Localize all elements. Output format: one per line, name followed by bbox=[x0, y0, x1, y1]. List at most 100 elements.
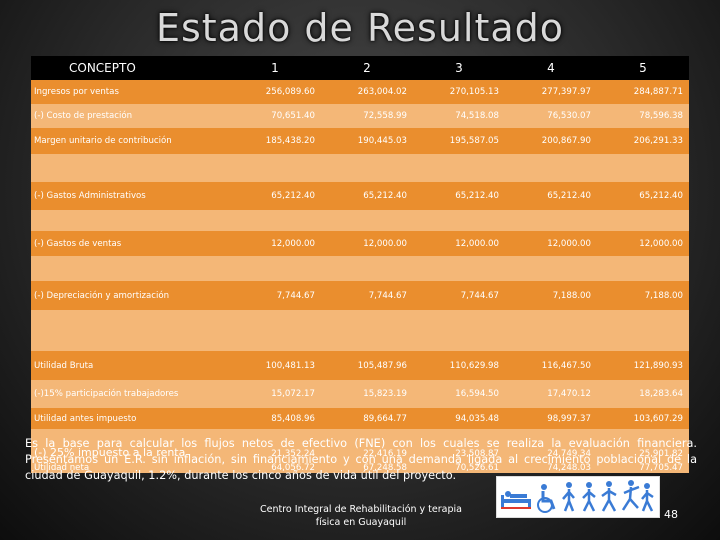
cell-year-5: 121,890.93 bbox=[597, 351, 689, 380]
cell-year-5: 65,212.40 bbox=[597, 182, 689, 210]
table-row bbox=[31, 310, 689, 351]
table-header-row: CONCEPTO 1 2 3 4 5 bbox=[31, 56, 689, 80]
cell-year-2: 67,248.58 bbox=[321, 463, 413, 473]
cell-year-1: 185,438.20 bbox=[229, 128, 321, 154]
cell-year-3: 195,587.05 bbox=[413, 128, 505, 154]
table-row: Utilidad neta 64,056.72 67,248.58 70,526.61… bbox=[31, 463, 689, 473]
explanation-text: Es la base para calcular los flujos neto… bbox=[25, 437, 697, 482]
cell-year-5 bbox=[597, 154, 689, 182]
cell-year-1: 256,089.60 bbox=[229, 80, 321, 104]
cell-year-5: 78,596.38 bbox=[597, 104, 689, 128]
cell-year-5 bbox=[597, 256, 689, 281]
table-row: Ingresos por ventas 256,089.60 263,004.02 2… bbox=[31, 80, 689, 104]
cell-year-1 bbox=[229, 210, 321, 231]
table-row: (-)15% participación trabajadores 15,072.… bbox=[31, 380, 689, 408]
table-row bbox=[31, 256, 689, 281]
cell-year-1 bbox=[229, 310, 321, 351]
cell-year-2: 89,664.77 bbox=[321, 408, 413, 429]
row-label: Margen unitario de contribución bbox=[31, 128, 229, 154]
cell-year-4: 24,749.34 bbox=[505, 429, 597, 463]
cell-year-2: 190,445.03 bbox=[321, 128, 413, 154]
table-row: (-) 25% impuesto a la renta 21,352.24 22,4… bbox=[31, 429, 689, 463]
row-label: (-) Depreciación y amortización bbox=[31, 281, 229, 310]
cell-year-4: 277,397.97 bbox=[505, 80, 597, 104]
cell-year-5: 12,000.00 bbox=[597, 231, 689, 256]
table-row: Margen unitario de contribución 185,438.2… bbox=[31, 128, 689, 154]
cell-year-1: 65,212.40 bbox=[229, 182, 321, 210]
rehabilitation-progress-figures-icon bbox=[496, 476, 660, 518]
cell-year-5: 206,291.33 bbox=[597, 128, 689, 154]
cell-year-2: 72,558.99 bbox=[321, 104, 413, 128]
cell-year-1: 70,651.40 bbox=[229, 104, 321, 128]
cell-year-5 bbox=[597, 310, 689, 351]
cell-year-4: 98,997.37 bbox=[505, 408, 597, 429]
cell-year-3 bbox=[413, 210, 505, 231]
cell-year-1: 85,408.96 bbox=[229, 408, 321, 429]
table-body: Ingresos por ventas 256,089.60 263,004.02 2… bbox=[31, 80, 689, 473]
cell-year-3 bbox=[413, 310, 505, 351]
cell-year-4 bbox=[505, 154, 597, 182]
cell-year-4: 200,867.90 bbox=[505, 128, 597, 154]
cell-year-3: 16,594.50 bbox=[413, 380, 505, 408]
row-label: Utilidad neta bbox=[31, 463, 229, 473]
cell-year-4 bbox=[505, 310, 597, 351]
table-row bbox=[31, 210, 689, 231]
cell-year-1 bbox=[229, 256, 321, 281]
cell-year-3: 70,526.61 bbox=[413, 463, 505, 473]
cell-year-2: 12,000.00 bbox=[321, 231, 413, 256]
table-row: Utilidad Bruta 100,481.13 105,487.96 110,62… bbox=[31, 351, 689, 380]
cell-year-3: 7,744.67 bbox=[413, 281, 505, 310]
cell-year-1 bbox=[229, 154, 321, 182]
table-row: (-) Gastos Administrativos 65,212.40 65,21… bbox=[31, 182, 689, 210]
header-year-5: 5 bbox=[597, 56, 689, 80]
footer-organization: Centro Integral de Rehabilitación y tera… bbox=[250, 503, 472, 529]
row-label bbox=[31, 210, 229, 231]
cell-year-2: 65,212.40 bbox=[321, 182, 413, 210]
cell-year-2 bbox=[321, 310, 413, 351]
cell-year-1: 100,481.13 bbox=[229, 351, 321, 380]
header-year-2: 2 bbox=[321, 56, 413, 80]
cell-year-4: 7,188.00 bbox=[505, 281, 597, 310]
footer-line-2: física en Guayaquil bbox=[315, 517, 407, 528]
cell-year-4 bbox=[505, 210, 597, 231]
cell-year-4: 17,470.12 bbox=[505, 380, 597, 408]
cell-year-1: 7,744.67 bbox=[229, 281, 321, 310]
table-row bbox=[31, 154, 689, 182]
header-concepto: CONCEPTO bbox=[31, 56, 229, 80]
cell-year-5: 284,887.71 bbox=[597, 80, 689, 104]
row-label bbox=[31, 154, 229, 182]
header-year-3: 3 bbox=[413, 56, 505, 80]
cell-year-5 bbox=[597, 210, 689, 231]
slide-title: Estado de Resultado bbox=[155, 6, 565, 50]
cell-year-3: 12,000.00 bbox=[413, 231, 505, 256]
cell-year-4: 12,000.00 bbox=[505, 231, 597, 256]
cell-year-3 bbox=[413, 256, 505, 281]
cell-year-2 bbox=[321, 154, 413, 182]
row-label: Ingresos por ventas bbox=[31, 80, 229, 104]
cell-year-1: 21,352.24 bbox=[229, 429, 321, 463]
row-label: Utilidad antes impuesto bbox=[31, 408, 229, 429]
cell-year-2 bbox=[321, 256, 413, 281]
cell-year-5: 103,607.29 bbox=[597, 408, 689, 429]
row-label: (-) Gastos Administrativos bbox=[31, 182, 229, 210]
table-row: (-) Costo de prestación 70,651.40 72,558.9… bbox=[31, 104, 689, 128]
cell-year-2: 15,823.19 bbox=[321, 380, 413, 408]
cell-year-3: 65,212.40 bbox=[413, 182, 505, 210]
row-label bbox=[31, 310, 229, 351]
table-row: (-) Depreciación y amortización 7,744.67 7… bbox=[31, 281, 689, 310]
cell-year-5: 18,283.64 bbox=[597, 380, 689, 408]
cell-year-4 bbox=[505, 256, 597, 281]
cell-year-2: 7,744.67 bbox=[321, 281, 413, 310]
header-year-1: 1 bbox=[229, 56, 321, 80]
cell-year-1: 12,000.00 bbox=[229, 231, 321, 256]
row-label: (-) Gastos de ventas bbox=[31, 231, 229, 256]
cell-year-3 bbox=[413, 154, 505, 182]
income-statement-table: CONCEPTO 1 2 3 4 5 Ingresos por ventas 25… bbox=[31, 56, 689, 473]
cell-year-1: 15,072.17 bbox=[229, 380, 321, 408]
cell-year-5: 7,188.00 bbox=[597, 281, 689, 310]
page-number: 48 bbox=[664, 508, 678, 521]
cell-year-2 bbox=[321, 210, 413, 231]
row-label bbox=[31, 256, 229, 281]
cell-year-2: 105,487.96 bbox=[321, 351, 413, 380]
cell-year-3: 74,518.08 bbox=[413, 104, 505, 128]
